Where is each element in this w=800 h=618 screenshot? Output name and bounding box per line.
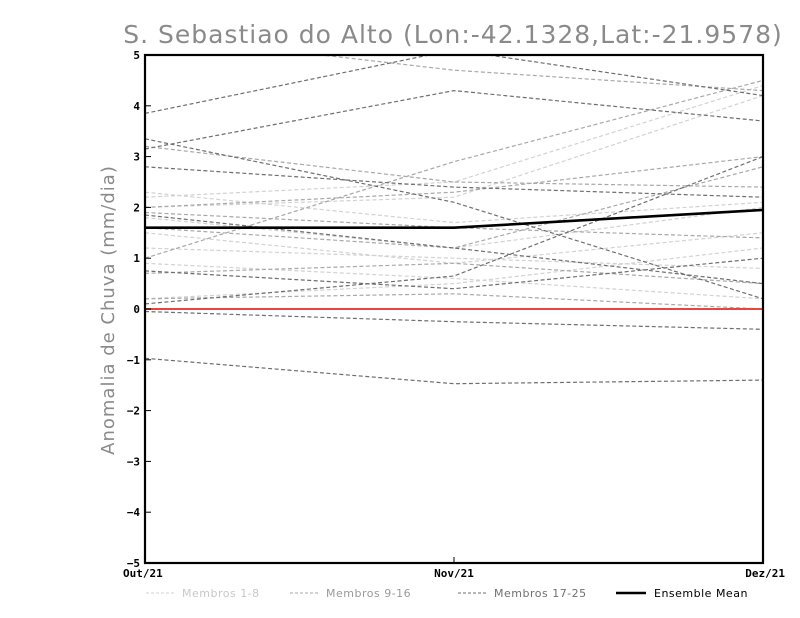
member-line-g3-4 <box>145 166 763 198</box>
y-tick-label: −4 <box>127 506 141 519</box>
legend-label-ensemble-mean: Ensemble Mean <box>654 587 748 600</box>
member-line-g3-7 <box>145 310 763 330</box>
chart-title: S. Sebastiao do Alto (Lon:-42.1328,Lat:-… <box>123 20 783 49</box>
y-tick-label: −3 <box>127 455 140 468</box>
y-tick-label: 2 <box>133 201 140 214</box>
y-tick-label: −1 <box>127 354 141 367</box>
ensemble-mean-line <box>145 208 763 229</box>
member-line-g2-6 <box>145 262 763 285</box>
x-tick-label: Nov/21 <box>434 567 474 580</box>
legend: Membros 1-8 Membros 9-16 Membros 17-25 E… <box>146 587 748 600</box>
y-axis-label: Anomalia de Chuva (mm/dia) <box>98 165 119 455</box>
member-line-g3-9 <box>145 156 763 305</box>
member-line-g2-5 <box>145 79 763 259</box>
member-line-g1-5 <box>145 262 763 300</box>
y-tick-label: 3 <box>133 151 140 164</box>
y-tick-label: 4 <box>133 100 140 113</box>
member-line-g3-6 <box>145 257 763 290</box>
y-ticks: 5 4 3 2 1 0 −1 −2 −3 −4 −5 <box>127 49 151 570</box>
x-tick-label: Dez/21 <box>745 567 785 580</box>
member-line-g1-4 <box>145 247 763 269</box>
member-line-g1-6 <box>145 95 763 208</box>
x-tick-label: Out/21 <box>123 567 163 580</box>
member-line-g2-1 <box>316 55 763 92</box>
member-line-g3-2 <box>145 89 763 150</box>
member-line-g3-3 <box>145 138 763 300</box>
y-tick-label: −2 <box>127 405 140 418</box>
member-line-g3-1 <box>145 55 763 114</box>
x-ticks: Out/21 Nov/21 Dez/21 <box>123 557 785 580</box>
member-line-g3-5 <box>145 214 763 285</box>
y-tick-label: 0 <box>133 303 140 316</box>
legend-label-membros-1-8: Membros 1-8 <box>182 587 260 600</box>
member-line-g1-8 <box>145 191 763 224</box>
member-line-g2-4 <box>145 166 763 249</box>
y-tick-label: 1 <box>133 252 140 265</box>
member-line-g2-7 <box>145 293 763 310</box>
member-line-g2-3 <box>145 156 763 208</box>
member-line-g1-1 <box>145 84 763 198</box>
y-tick-label: −5 <box>127 557 140 570</box>
member-line-g2-2 <box>145 145 763 188</box>
series-layer <box>145 55 763 385</box>
y-tick-label: 5 <box>133 49 140 62</box>
member-line-g3-8 <box>145 357 763 385</box>
member-line-g1-7 <box>145 247 763 300</box>
legend-label-membros-17-25: Membros 17-25 <box>494 587 587 600</box>
plot-frame <box>143 53 765 565</box>
legend-label-membros-9-16: Membros 9-16 <box>326 587 411 600</box>
